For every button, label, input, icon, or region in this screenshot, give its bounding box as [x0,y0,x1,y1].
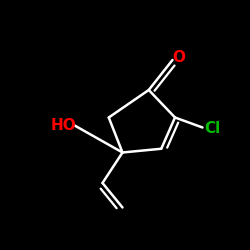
Text: Cl: Cl [204,121,220,136]
Text: O: O [172,50,185,65]
Text: HO: HO [50,118,76,132]
